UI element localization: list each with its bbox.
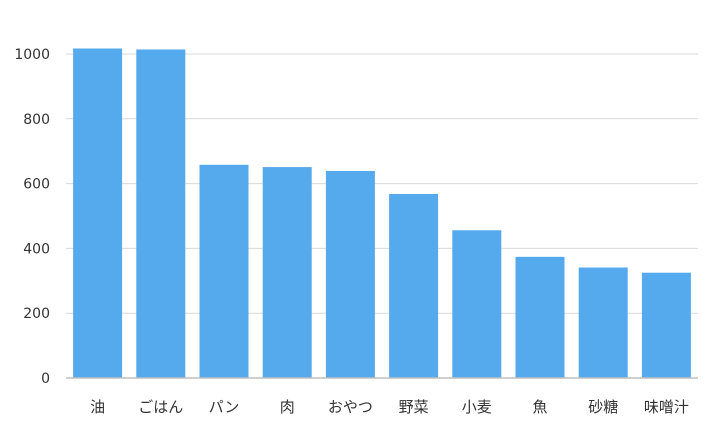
x-tick-label: 小麦 [462, 398, 492, 416]
y-tick-label: 0 [41, 371, 50, 387]
y-tick-label: 600 [23, 177, 50, 193]
x-tick-label: 油 [90, 398, 105, 416]
bar [136, 49, 186, 379]
bar [262, 167, 312, 378]
x-tick-label: おやつ [328, 398, 373, 416]
x-tick-label: ごはん [138, 398, 183, 416]
y-tick-label: 1000 [14, 47, 50, 63]
bar [73, 48, 123, 378]
bar [325, 170, 375, 378]
bar [578, 267, 628, 378]
x-tick-label: 魚 [532, 398, 547, 416]
y-axis-ticks: 0 200 400 600 800 1000 [14, 47, 50, 387]
x-tick-label: パン [209, 398, 240, 416]
x-tick-label: 砂糖 [588, 398, 618, 416]
y-tick-label: 200 [23, 306, 50, 322]
y-tick-label: 800 [23, 112, 50, 128]
bar [515, 256, 565, 378]
y-tick-label: 400 [23, 241, 50, 257]
x-tick-label: 味噌汁 [644, 398, 689, 416]
bar [641, 272, 691, 378]
bar [389, 193, 439, 378]
bar [452, 230, 502, 378]
x-tick-label: 野菜 [399, 398, 429, 416]
x-axis-ticks: 油 ごはん パン 肉 おやつ 野菜 小麦 魚 砂糖 味噌汁 [90, 398, 689, 416]
bars [73, 48, 691, 379]
bar [199, 164, 249, 378]
x-tick-label: 肉 [280, 398, 295, 416]
